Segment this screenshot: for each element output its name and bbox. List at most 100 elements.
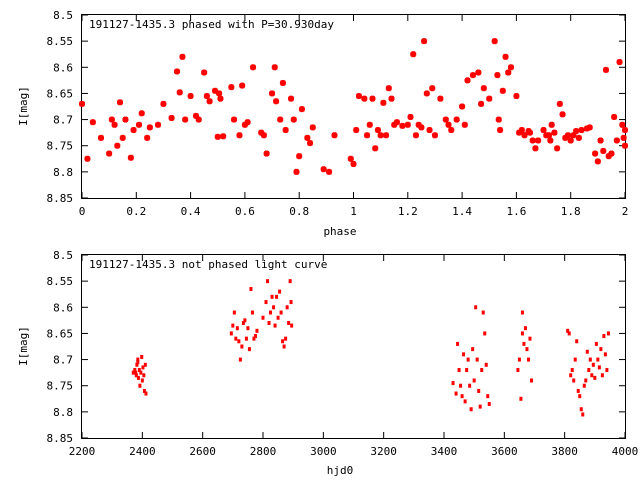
data-point [590,373,594,378]
data-point [526,357,530,362]
data-point [518,127,525,134]
data-point [415,121,422,128]
data-point [596,357,600,362]
data-point [605,368,609,373]
data-point [605,153,612,160]
data-point [374,127,381,134]
plot-frame [81,254,626,439]
data-point [497,127,504,134]
data-point [499,87,506,94]
y-tick-label: 8.5 [53,9,73,22]
x-tick-label: 2200 [69,445,96,458]
data-point [130,127,137,134]
x-tick-label: 4000 [612,445,639,458]
data-point [134,373,138,378]
y-tick-label: 8.85 [47,432,74,445]
data-point [437,95,444,102]
data-point [404,121,411,128]
data-point [584,378,588,383]
data-point [391,121,398,128]
data-point [258,129,265,136]
data-point [122,116,129,123]
data-point [250,310,254,315]
data-point [309,124,316,131]
data-point [247,347,251,352]
data-point [523,326,527,331]
data-point [272,305,276,310]
data-point [399,122,406,129]
data-point [522,341,526,346]
data-point [241,121,248,128]
data-point [478,100,485,107]
data-point [140,354,144,359]
data-point [460,394,464,399]
data-point [160,100,167,107]
x-tick-label: 2400 [129,445,156,458]
data-point [459,383,463,388]
data-point [423,90,430,97]
data-point [445,121,452,128]
data-point [136,121,143,128]
data-point [144,134,151,141]
data-point [326,168,333,175]
data-point [388,95,395,102]
y-tick-label: 8.75 [47,140,74,153]
data-point [214,133,221,140]
x-tick-group: 2200 2400 2600 2800 3000 3200 3400 3600 3800 4000 [69,255,639,458]
data-point [456,341,460,346]
data-point [459,103,466,110]
data-point [182,116,189,123]
data-point [176,89,183,96]
x-tick-label: 1.6 [506,205,526,218]
data-point [201,69,208,76]
data-point [244,336,248,341]
data-point [526,129,533,136]
y-tick-label: 8.55 [47,275,74,288]
data-point [474,305,478,310]
data-point [484,362,488,367]
data-point [465,368,469,373]
data-point [206,98,213,105]
data-point [418,124,425,131]
data-point [239,82,246,89]
data-point [366,121,373,128]
data-point [575,134,582,141]
x-tick-label: 3200 [370,445,397,458]
data-point [421,38,428,45]
data-point [475,69,482,76]
y-tick-label: 8.7 [53,354,73,367]
data-point [263,150,270,157]
data-point [585,349,589,354]
data-point [236,132,243,139]
y-tick-label: 8.65 [47,87,74,100]
data-point [572,378,576,383]
data-point [611,113,618,120]
data-point [135,362,139,367]
unphased-chart: 191127-1435.3 not phased light curve hjd… [17,249,638,477]
data-point [478,404,482,409]
y-tick-label: 8.6 [53,301,73,314]
data-point [599,347,603,352]
data-point [195,116,202,123]
data-point [212,87,219,94]
data-point [89,119,96,126]
data-point [562,134,569,141]
data-point [486,95,493,102]
x-axis-label: hjd0 [327,464,354,477]
data-point [471,347,475,352]
data-point [602,334,606,339]
data-point [134,370,138,375]
data-point [244,119,251,126]
data-point [545,132,552,139]
x-tick-group: 0 0.2 0.4 0.6 0.8 1 1.2 1.4 1.6 1.8 2 [79,15,628,218]
data-point [217,95,224,102]
data-point [494,72,501,79]
data-point [240,344,244,349]
data-point [279,79,286,86]
data-point [502,53,509,60]
data-point [463,399,467,404]
data-point [469,72,476,79]
data-point [288,95,295,102]
